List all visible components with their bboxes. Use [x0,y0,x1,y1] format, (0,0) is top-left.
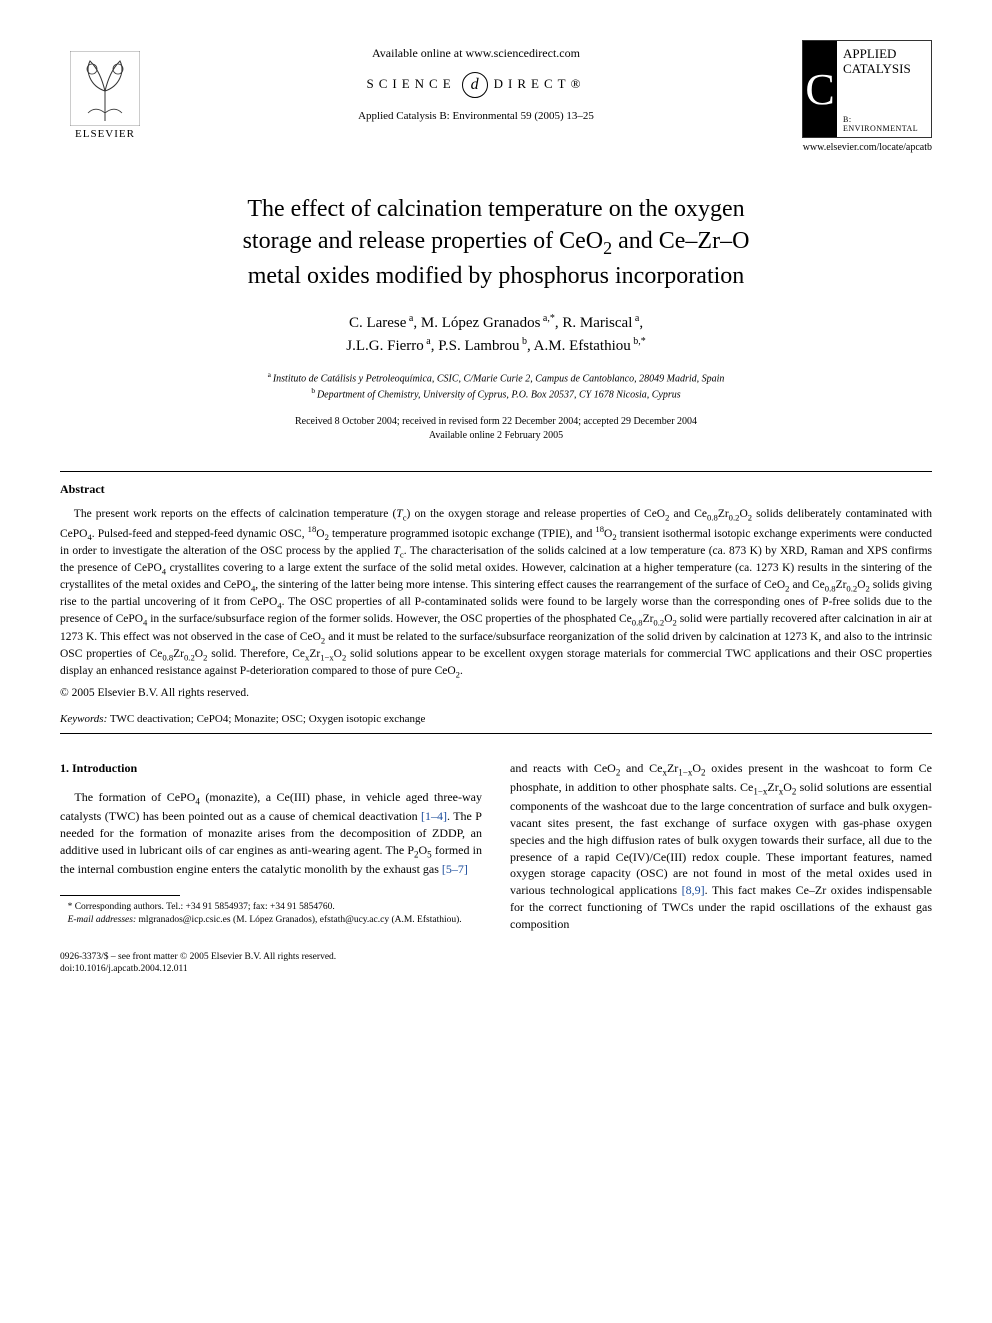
abstract-heading: Abstract [60,482,932,497]
sd-word-right: DIRECT® [494,76,586,92]
body-columns: 1. Introduction The formation of CePO4 (… [60,760,932,975]
email-label: E-mail addresses: [68,915,137,925]
sciencedirect-logo: SCIENCE d DIRECT® [150,69,802,98]
available-online-text: Available online at www.sciencedirect.co… [150,46,802,61]
section-1-heading: 1. Introduction [60,760,482,777]
title-line-1: The effect of calcination temperature on… [247,196,744,222]
elsevier-logo: ELSEVIER [60,40,150,140]
header-row: ELSEVIER Available online at www.science… [60,40,932,153]
keywords-line: Keywords: TWC deactivation; CePO4; Monaz… [60,713,932,725]
title-line-2b: and Ce–Zr–O [612,228,749,254]
email-text: mlgranados@icp.csic.es (M. López Granado… [136,915,462,925]
authors-line-1: C. Larese a, M. López Granados a,*, R. M… [60,311,932,335]
email-footnote: E-mail addresses: mlgranados@icp.csic.es… [60,914,482,927]
journal-logo-title-l1: APPLIED [843,46,896,61]
column-right: and reacts with CeO2 and CexZr1−xO2 oxid… [510,760,932,975]
dates-line-1: Received 8 October 2004; received in rev… [295,416,697,427]
copyright-line: © 2005 Elsevier B.V. All rights reserved… [60,687,932,699]
issn-line: 0926-3373/$ – see front matter © 2005 El… [60,952,336,962]
divider-above-abstract [60,471,932,472]
keywords-text: TWC deactivation; CePO4; Monazite; OSC; … [107,713,425,725]
title-sub: 2 [603,238,612,258]
intro-paragraph-left: The formation of CePO4 (monazite), a Ce(… [60,789,482,877]
journal-reference: Applied Catalysis B: Environmental 59 (2… [150,110,802,122]
keywords-label: Keywords: [60,713,107,725]
footnotes: * Corresponding authors. Tel.: +34 91 58… [60,901,482,927]
intro-paragraph-right: and reacts with CeO2 and CexZr1−xO2 oxid… [510,760,932,932]
elsevier-tree-icon [70,51,140,126]
journal-url: www.elsevier.com/locate/apcatb [802,142,932,153]
article-dates: Received 8 October 2004; received in rev… [60,415,932,443]
abstract-body: The present work reports on the effects … [60,507,932,682]
abstract-paragraph: The present work reports on the effects … [60,507,932,682]
elsevier-wordmark: ELSEVIER [75,128,135,140]
article-title: The effect of calcination temperature on… [116,193,876,293]
bottom-matter: 0926-3373/$ – see front matter © 2005 El… [60,951,482,976]
journal-logo-subtitle: B: ENVIRONMENTAL [843,115,927,133]
sd-word-left: SCIENCE [367,76,456,92]
affiliations: a Instituto de Catálisis y Petroleoquími… [60,370,932,403]
corresponding-author-note: * Corresponding authors. Tel.: +34 91 58… [60,901,482,914]
journal-logo-box: C APPLIED CATALYSIS B: ENVIRONMENTAL [802,40,932,138]
authors-line-2: J.L.G. Fierro a, P.S. Lambrou b, A.M. Ef… [60,334,932,358]
journal-logo-right: APPLIED CATALYSIS B: ENVIRONMENTAL [837,41,931,137]
journal-logo-block: C APPLIED CATALYSIS B: ENVIRONMENTAL www… [802,40,932,153]
journal-logo-title-l2: CATALYSIS [843,61,911,76]
dates-line-2: Available online 2 February 2005 [429,430,563,441]
footnote-rule [60,895,180,896]
journal-logo-title: APPLIED CATALYSIS [843,47,927,77]
title-line-3: metal oxides modified by phosphorus inco… [248,263,745,289]
sd-at-icon: d [462,69,488,98]
journal-logo-letter: C [803,41,837,137]
author-list: C. Larese a, M. López Granados a,*, R. M… [60,311,932,358]
column-left: 1. Introduction The formation of CePO4 (… [60,760,482,975]
title-line-2a: storage and release properties of CeO [243,228,604,254]
doi-line: doi:10.1016/j.apcatb.2004.12.011 [60,964,188,974]
center-header: Available online at www.sciencedirect.co… [150,40,802,122]
divider-below-keywords [60,733,932,734]
